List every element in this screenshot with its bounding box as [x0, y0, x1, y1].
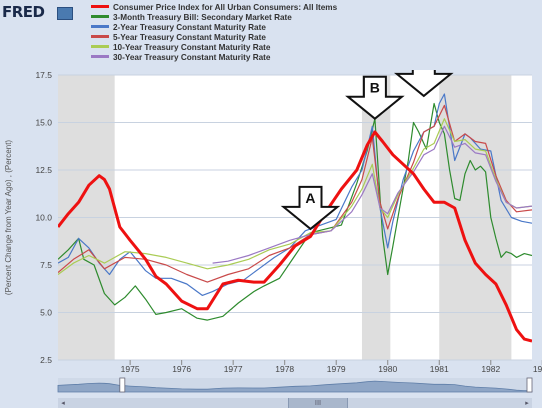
legend-label: 3-Month Treasury Bill: Secondary Market … — [113, 13, 292, 22]
legend-label: 5-Year Treasury Constant Maturity Rate — [113, 33, 266, 42]
x-tick-label: 1983 — [533, 364, 542, 374]
legend-swatch — [91, 15, 109, 19]
series-line[interactable] — [58, 118, 532, 275]
y-tick-label: 15.0 — [35, 118, 52, 128]
legend-item[interactable]: Consumer Price Index for All Urban Consu… — [91, 3, 337, 13]
legend-item[interactable]: 30-Year Treasury Constant Maturity Rate — [91, 53, 337, 63]
legend-item[interactable]: 5-Year Treasury Constant Maturity Rate — [91, 33, 337, 43]
scroll-thumb[interactable]: III — [288, 398, 348, 408]
x-tick-label: 1982 — [481, 364, 500, 374]
legend-swatch — [91, 55, 109, 59]
x-tick-label: 1980 — [378, 364, 397, 374]
legend: Consumer Price Index for All Urban Consu… — [91, 3, 337, 63]
legend-item[interactable]: 2-Year Treasury Constant Maturity Rate — [91, 23, 337, 33]
y-tick-label: 10.0 — [35, 213, 52, 223]
navigator-handle-right[interactable] — [526, 377, 533, 393]
y-tick-label: 2.5 — [40, 355, 52, 365]
fred-logo-graph-icon — [57, 7, 73, 20]
y-tick-label: 17.5 — [35, 70, 52, 80]
annotation-arrow — [280, 185, 341, 231]
series-line[interactable] — [212, 125, 532, 264]
y-tick-label: 12.5 — [35, 165, 52, 175]
annotation-arrow — [345, 75, 405, 120]
navigator-handle-left[interactable] — [119, 377, 126, 393]
y-axis-label: (Percent Change from Year Ago) , (Percen… — [4, 140, 13, 296]
annotation-arrow — [393, 70, 454, 98]
annotation-label: A — [305, 190, 315, 206]
navigator-series — [57, 380, 533, 393]
scroll-right-icon[interactable]: ▸ — [525, 399, 529, 407]
legend-swatch — [91, 35, 109, 39]
legend-label: 30-Year Treasury Constant Maturity Rate — [113, 53, 271, 62]
chart-range-scrollbar[interactable]: ◂ III ▸ — [58, 398, 532, 408]
scroll-left-icon[interactable]: ◂ — [61, 399, 65, 407]
annotation-label: C — [419, 70, 429, 73]
y-tick-label: 7.5 — [40, 260, 52, 270]
line-chart[interactable]: 2.5 5.0 7.5 10.0 12.5 15.0 17.5 1975 1976 1977 197… — [0, 70, 542, 398]
series-line[interactable] — [58, 104, 532, 283]
legend-label: 2-Year Treasury Constant Maturity Rate — [113, 23, 266, 32]
x-tick-label: 1975 — [121, 364, 140, 374]
x-tick-label: 1977 — [224, 364, 243, 374]
legend-item[interactable]: 10-Year Treasury Constant Maturity Rate — [91, 43, 337, 53]
legend-label: 10-Year Treasury Constant Maturity Rate — [113, 43, 271, 52]
series-line[interactable] — [58, 102, 532, 321]
fred-logo: FRED — [2, 3, 45, 21]
legend-item[interactable]: 3-Month Treasury Bill: Secondary Market … — [91, 13, 337, 23]
legend-label: Consumer Price Index for All Urban Consu… — [113, 3, 338, 12]
annotation-label: B — [370, 80, 380, 96]
legend-swatch — [91, 5, 109, 9]
series-line[interactable] — [58, 130, 532, 343]
x-tick-label: 1979 — [327, 364, 346, 374]
x-tick-label: 1976 — [172, 364, 191, 374]
legend-swatch — [91, 25, 109, 29]
x-tick-label: 1981 — [430, 364, 449, 374]
x-tick-label: 1978 — [275, 364, 294, 374]
legend-swatch — [91, 45, 109, 49]
y-tick-label: 5.0 — [40, 308, 52, 318]
